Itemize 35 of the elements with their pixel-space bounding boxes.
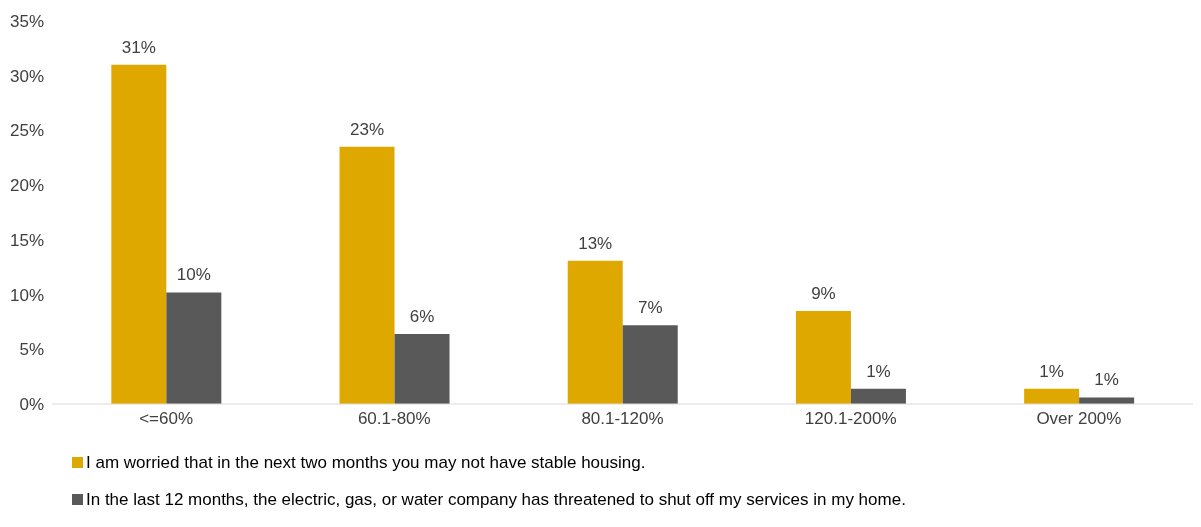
data-label: 9% [811, 283, 836, 303]
x-tick-label: Over 200% [1036, 409, 1122, 429]
data-label: 1% [866, 361, 891, 381]
y-tick-label: 0% [19, 395, 44, 415]
legend-label: In the last 12 months, the electric, gas, or water company has threatened to shut off my services in my home. [86, 489, 906, 510]
y-tick-label: 15% [9, 230, 44, 250]
bar [1079, 397, 1135, 404]
data-label: 31% [121, 37, 156, 57]
bar [622, 325, 678, 404]
data-label: 23% [350, 119, 385, 139]
bar [850, 388, 906, 404]
data-label: 7% [637, 298, 663, 318]
legend-label: I am worried that in the next two months you may not have stable housing. [86, 452, 646, 473]
y-tick-label: 10% [9, 285, 44, 305]
data-label: 6% [409, 306, 435, 326]
y-tick-label: 5% [19, 340, 44, 360]
data-label: 10% [176, 265, 211, 285]
bar [1024, 388, 1080, 404]
x-tick-label: 60.1-80% [357, 409, 431, 429]
data-label: 13% [578, 233, 613, 253]
bar [567, 260, 623, 404]
x-tick-label: 120.1-200% [804, 409, 897, 429]
y-tick-label: 25% [9, 121, 44, 141]
bar [111, 64, 167, 404]
x-tick-label: 80.1-120% [581, 409, 664, 429]
bar [795, 310, 851, 404]
y-tick-label: 35% [9, 12, 44, 32]
bar [339, 146, 395, 404]
data-label: 1% [1039, 361, 1064, 381]
x-tick-label: <=60% [139, 409, 194, 429]
data-label: 1% [1094, 370, 1119, 390]
y-tick-label: 30% [9, 66, 44, 86]
bar [394, 333, 450, 404]
bar [166, 292, 222, 404]
y-tick-label: 20% [9, 176, 44, 196]
